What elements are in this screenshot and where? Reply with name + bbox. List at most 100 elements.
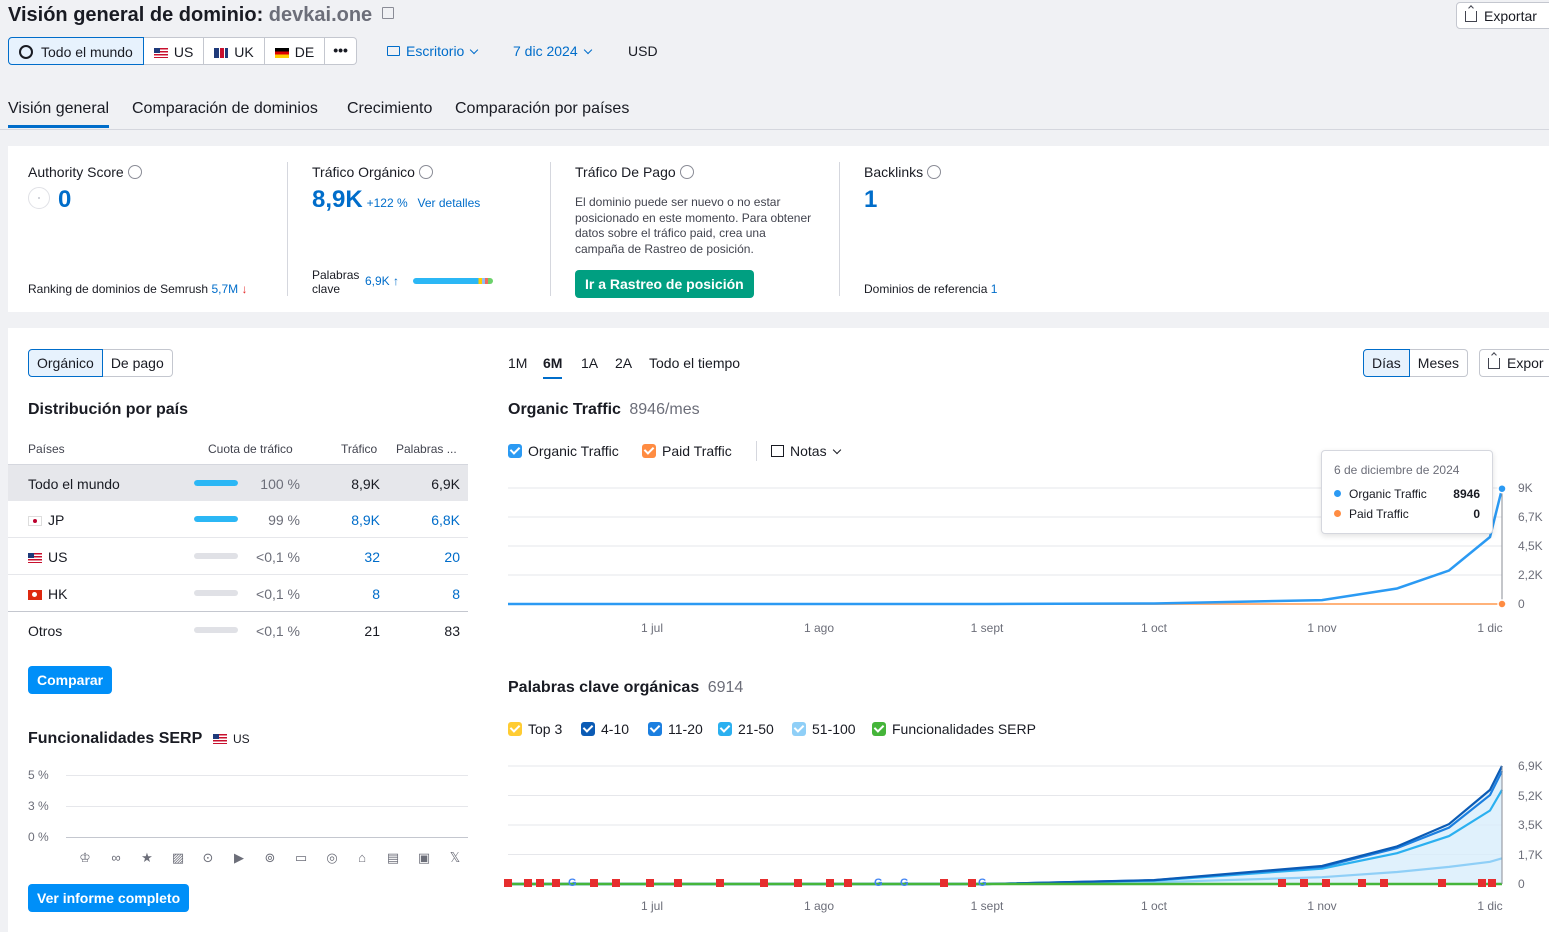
note-flag-icon[interactable] <box>524 879 532 887</box>
note-flag-icon[interactable] <box>1322 879 1330 887</box>
range-6m[interactable]: 6M <box>543 355 563 379</box>
traffic-value[interactable]: 8,9K <box>351 512 380 528</box>
authority-score-number[interactable]: 0 <box>58 186 72 213</box>
note-flag-icon[interactable] <box>674 879 682 887</box>
note-flag-icon[interactable] <box>716 879 724 887</box>
note-flag-icon[interactable] <box>1438 879 1446 887</box>
compare-button[interactable]: Comparar <box>28 666 113 694</box>
note-flag-icon[interactable] <box>504 879 512 887</box>
info-icon[interactable] <box>127 165 142 179</box>
referring-domains-value[interactable]: 1 <box>990 282 998 296</box>
tab-growth[interactable]: Crecimiento <box>347 100 433 117</box>
image-icon[interactable]: ▨ <box>171 850 185 865</box>
column-header-keywords[interactable]: Palabras ... <box>396 442 457 456</box>
country-us-button[interactable]: US <box>143 37 205 65</box>
note-flag-icon[interactable] <box>1488 879 1496 887</box>
chart-export-button[interactable]: Expor <box>1479 349 1549 377</box>
table-row[interactable]: US <0,1 % 32 20 <box>8 538 468 575</box>
position-tracking-button[interactable]: Ir a Rastreo de posición <box>575 270 754 298</box>
organic-point[interactable] <box>1497 483 1507 494</box>
note-flag-icon[interactable] <box>1300 879 1308 887</box>
legend-51-100[interactable]: 51-100 <box>792 721 856 737</box>
organic-keywords-chart[interactable] <box>508 758 1508 893</box>
range-1y[interactable]: 1A <box>581 355 599 371</box>
export-button[interactable]: Exportar <box>1456 2 1549 29</box>
country-de-button[interactable]: DE <box>264 37 326 65</box>
date-selector[interactable]: 7 dic 2024 <box>513 43 592 59</box>
days-button[interactable]: Días <box>1363 349 1410 377</box>
graduation-cap-icon[interactable]: ⌂ <box>358 850 366 865</box>
star-icon[interactable]: ★ <box>141 850 153 865</box>
note-flag-icon[interactable] <box>590 879 598 887</box>
link-icon[interactable]: ∞ <box>111 850 121 865</box>
keywords-value[interactable]: 8 <box>452 586 460 602</box>
crown-icon[interactable]: ♔ <box>79 850 91 865</box>
briefcase-icon[interactable]: ▣ <box>417 850 431 865</box>
range-2y[interactable]: 2A <box>615 355 633 371</box>
view-details-link[interactable]: Ver detalles <box>417 196 481 210</box>
table-row[interactable]: JP 99 % 8,9K 6,8K <box>8 501 468 538</box>
note-flag-icon[interactable] <box>844 879 852 887</box>
note-flag-icon[interactable] <box>826 879 834 887</box>
column-header-traffic[interactable]: Tráfico <box>341 442 378 456</box>
legend-4-10[interactable]: 4-10 <box>581 721 629 737</box>
legend-paid-traffic[interactable]: Paid Traffic <box>642 443 732 459</box>
note-flag-icon[interactable] <box>1478 879 1486 887</box>
info-icon[interactable] <box>679 165 694 179</box>
note-flag-icon[interactable] <box>1358 879 1366 887</box>
paid-point[interactable] <box>1497 599 1507 609</box>
backlinks-value[interactable]: 1 <box>864 186 878 213</box>
organic-traffic-chart[interactable] <box>508 480 1508 615</box>
organic-traffic-number[interactable]: 8,9K <box>312 186 363 213</box>
google-update-icon[interactable]: G <box>900 877 909 889</box>
tab-country-comparison[interactable]: Comparación por países <box>455 100 630 117</box>
location-pin-icon[interactable]: ◎ <box>326 850 338 865</box>
external-link-icon[interactable] <box>381 7 394 19</box>
x-twitter-icon[interactable]: 𝕏 <box>449 850 461 865</box>
note-flag-icon[interactable] <box>968 879 976 887</box>
rank-value[interactable]: 5,7M <box>211 282 239 296</box>
tab-domain-comparison[interactable]: Comparación de dominios <box>132 100 318 117</box>
more-countries-button[interactable]: ••• <box>325 37 357 65</box>
device-selector[interactable]: Escritorio <box>387 43 479 59</box>
table-row[interactable]: Otros <0,1 % 21 83 <box>8 612 468 649</box>
table-row[interactable]: Todo el mundo 100 % 8,9K 6,9K <box>8 464 468 501</box>
keywords-number[interactable]: 6,9K <box>365 274 390 288</box>
keywords-value[interactable]: 6,8K <box>431 512 460 528</box>
note-flag-icon[interactable] <box>1278 879 1286 887</box>
tab-overview[interactable]: Visión general <box>8 100 110 128</box>
comment-icon[interactable]: ▭ <box>294 850 308 865</box>
organic-toggle-button[interactable]: Orgánico <box>28 349 103 377</box>
legend-21-50[interactable]: 21-50 <box>718 721 774 737</box>
note-flag-icon[interactable] <box>612 879 620 887</box>
google-update-icon[interactable]: G <box>874 877 883 889</box>
traffic-value[interactable]: 8 <box>372 586 380 602</box>
google-update-icon[interactable]: G <box>978 877 987 889</box>
country-uk-button[interactable]: UK <box>204 37 265 65</box>
note-flag-icon[interactable] <box>536 879 544 887</box>
info-icon[interactable] <box>927 165 942 179</box>
table-row[interactable]: HK <0,1 % 8 8 <box>8 575 468 612</box>
note-flag-icon[interactable] <box>646 879 654 887</box>
play-circle-icon[interactable]: ⊚ <box>264 850 276 865</box>
notes-dropdown[interactable]: Notas <box>771 443 841 459</box>
note-flag-icon[interactable] <box>940 879 948 887</box>
months-button[interactable]: Meses <box>1409 349 1469 377</box>
legend-serp-features[interactable]: Funcionalidades SERP <box>872 721 1036 737</box>
video-icon[interactable]: ▶ <box>234 850 244 865</box>
domain-name[interactable]: devkai.one <box>268 4 373 26</box>
note-flag-icon[interactable] <box>1380 879 1388 887</box>
video-play-icon[interactable]: ⊙ <box>202 850 214 865</box>
column-header-share[interactable]: Cuota de tráfico <box>208 442 293 456</box>
keywords-value[interactable]: 20 <box>444 549 460 565</box>
info-icon[interactable] <box>418 165 433 179</box>
range-1m[interactable]: 1M <box>508 355 528 371</box>
legend-top3[interactable]: Top 3 <box>508 721 562 737</box>
google-update-icon[interactable]: G <box>568 877 577 889</box>
note-flag-icon[interactable] <box>794 879 802 887</box>
news-icon[interactable]: ▤ <box>386 850 400 865</box>
traffic-value[interactable]: 32 <box>364 549 380 565</box>
legend-11-20[interactable]: 11-20 <box>648 721 703 737</box>
country-worldwide-button[interactable]: Todo el mundo <box>8 37 144 65</box>
note-flag-icon[interactable] <box>760 879 768 887</box>
